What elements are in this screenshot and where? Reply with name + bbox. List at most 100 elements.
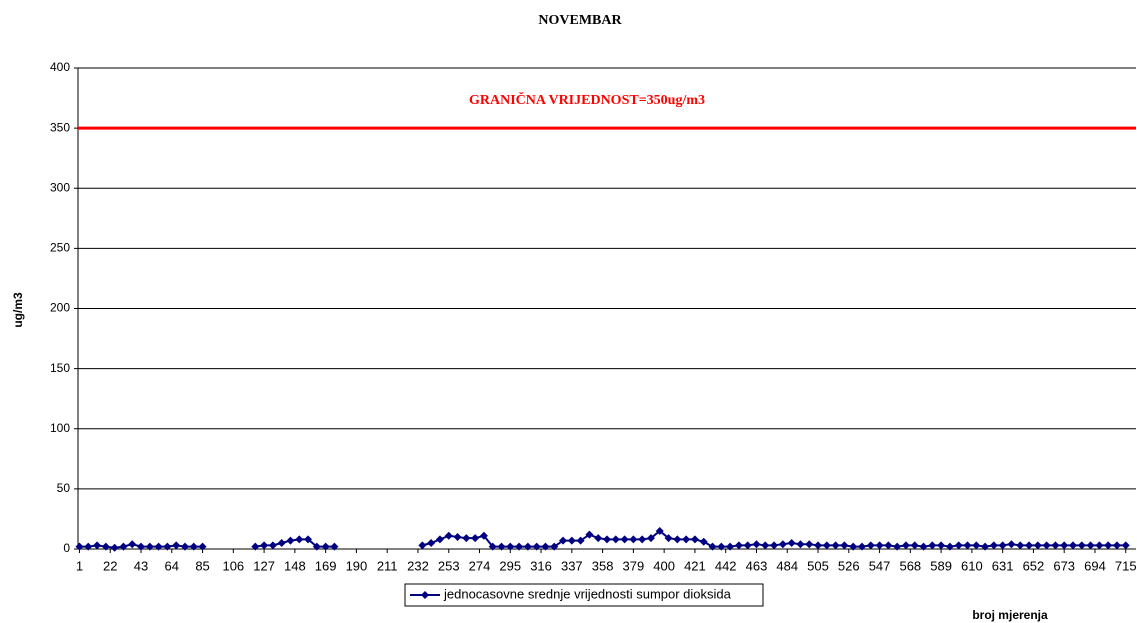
marker [1016, 541, 1025, 550]
marker [462, 534, 471, 543]
marker [585, 530, 594, 539]
marker [954, 541, 963, 550]
marker [770, 541, 779, 550]
marker [998, 541, 1007, 550]
marker [822, 541, 831, 550]
x-tick-label: 631 [992, 558, 1014, 573]
marker [1042, 541, 1051, 550]
marker [198, 542, 207, 551]
marker [831, 541, 840, 550]
marker [497, 542, 506, 551]
marker [919, 542, 928, 551]
marker [101, 542, 110, 551]
x-tick-label: 358 [592, 558, 614, 573]
x-tick-label: 715 [1115, 558, 1137, 573]
marker [945, 542, 954, 551]
x-tick-label: 526 [838, 558, 860, 573]
marker [1077, 541, 1086, 550]
marker [664, 534, 673, 543]
marker [1095, 541, 1104, 550]
marker [963, 541, 972, 550]
marker [778, 540, 787, 549]
x-tick-label: 673 [1053, 558, 1075, 573]
marker [796, 540, 805, 549]
threshold-label: GRANIČNA VRIJEDNOST=350ug/m3 [469, 91, 705, 108]
marker [444, 531, 453, 540]
x-tick-label: 169 [315, 558, 337, 573]
legend-marker [421, 591, 429, 599]
x-tick-label: 232 [407, 558, 429, 573]
marker [972, 541, 981, 550]
x-tick-label: 400 [653, 558, 675, 573]
marker [251, 542, 260, 551]
marker [629, 535, 638, 544]
x-tick-label: 547 [869, 558, 891, 573]
marker [427, 538, 436, 547]
x-tick-label: 694 [1084, 558, 1106, 573]
marker [128, 540, 137, 549]
marker [849, 542, 858, 551]
x-tick-label: 589 [930, 558, 952, 573]
x-tick-label: 652 [1023, 558, 1045, 573]
marker [163, 542, 172, 551]
marker [1060, 541, 1069, 550]
x-tick-label: 295 [499, 558, 521, 573]
marker [646, 534, 655, 543]
marker [75, 542, 84, 551]
marker [1112, 541, 1121, 550]
legend-label: jednocasovne srednje vrijednosti sumpor … [443, 586, 732, 601]
x-tick-label: 274 [469, 558, 491, 573]
marker [260, 541, 269, 550]
y-tick-label: 150 [50, 361, 70, 375]
marker [761, 541, 770, 550]
marker [1068, 541, 1077, 550]
marker [479, 531, 488, 540]
marker [559, 536, 568, 545]
marker [857, 542, 866, 551]
x-tick-label: 316 [530, 558, 552, 573]
x-tick-label: 211 [377, 558, 398, 573]
marker [743, 541, 752, 550]
marker [1025, 541, 1034, 550]
marker [866, 541, 875, 550]
x-tick-label: 64 [165, 558, 179, 573]
marker [840, 541, 849, 550]
marker [673, 535, 682, 544]
marker [611, 535, 620, 544]
x-tick-label: 568 [899, 558, 921, 573]
marker [708, 542, 717, 551]
marker [981, 542, 990, 551]
x-tick-label: 463 [746, 558, 768, 573]
marker [137, 542, 146, 551]
x-tick-label: 505 [807, 558, 829, 573]
marker [814, 541, 823, 550]
legend-box [404, 583, 764, 607]
marker [901, 541, 910, 550]
marker [1007, 540, 1016, 549]
marker [515, 542, 524, 551]
marker [567, 536, 576, 545]
x-axis-label: broj mjerenja [972, 608, 1048, 622]
marker [453, 532, 462, 541]
marker [682, 535, 691, 544]
x-tick-label: 442 [715, 558, 737, 573]
marker [532, 542, 541, 551]
marker [910, 541, 919, 550]
marker [550, 542, 559, 551]
marker [154, 542, 163, 551]
chart-title: NOVEMBAR [538, 13, 622, 28]
y-tick-label: 200 [50, 301, 70, 315]
marker [541, 542, 550, 551]
marker [1051, 541, 1060, 550]
y-tick-label: 100 [50, 421, 70, 435]
marker [506, 542, 515, 551]
x-tick-label: 22 [103, 558, 117, 573]
marker [180, 542, 189, 551]
y-tick-label: 50 [57, 481, 71, 495]
y-tick-label: 0 [63, 541, 70, 555]
x-tick-label: 127 [253, 558, 275, 573]
marker [734, 541, 743, 550]
marker [752, 540, 761, 549]
marker [717, 542, 726, 551]
